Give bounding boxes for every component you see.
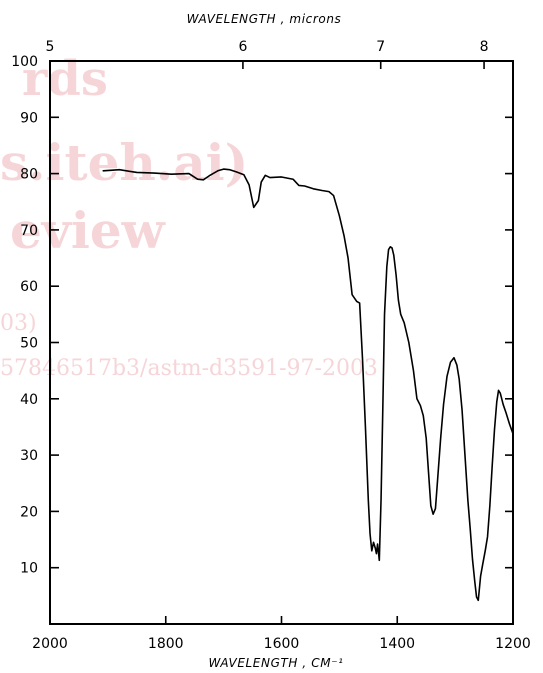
x-tick-label: 2000 xyxy=(32,636,68,652)
y-tick-label: 60 xyxy=(20,279,38,295)
top-tick-label: 8 xyxy=(480,39,489,55)
x-axis-ticks: 2000 1800 1600 1400 1200 xyxy=(32,616,531,652)
top-tick-label: 6 xyxy=(238,39,247,55)
y-tick-label: 30 xyxy=(20,448,38,464)
top-tick-label: 7 xyxy=(376,39,385,55)
x-tick-label: 1200 xyxy=(495,636,531,652)
y-tick-label: 40 xyxy=(20,392,38,408)
y-tick-label: 10 xyxy=(20,561,38,577)
top-axis-ticks: 5 6 7 8 xyxy=(46,39,489,69)
y-tick-label: 20 xyxy=(20,504,38,520)
spectrum-line xyxy=(102,168,514,602)
y-tick-label: 50 xyxy=(20,336,38,352)
y-tick-label: 80 xyxy=(20,167,38,183)
watermark-line-4: 03) xyxy=(0,311,37,336)
watermark: rds s.iteh.ai) eview 03) 57846517b3/astm… xyxy=(0,51,378,381)
y-tick-label: 100 xyxy=(11,54,38,70)
watermark-line-3: eview xyxy=(10,201,167,260)
x-tick-label: 1400 xyxy=(379,636,415,652)
y-tick-label: 90 xyxy=(20,110,38,126)
top-axis-title: WAVELENGTH , microns xyxy=(187,12,342,26)
watermark-line-5: 57846517b3/astm-d3591-97-2003 xyxy=(0,356,378,381)
top-tick-label: 5 xyxy=(46,39,55,55)
bottom-axis-title: WAVELENGTH , CM⁻¹ xyxy=(208,656,343,670)
x-tick-label: 1800 xyxy=(148,636,184,652)
y-tick-label: 70 xyxy=(20,223,38,239)
y-axis-ticks: 10 20 30 40 50 60 70 80 90 100 xyxy=(11,54,513,577)
x-tick-label: 1600 xyxy=(264,636,300,652)
watermark-line-2: s.iteh.ai) xyxy=(0,133,248,192)
